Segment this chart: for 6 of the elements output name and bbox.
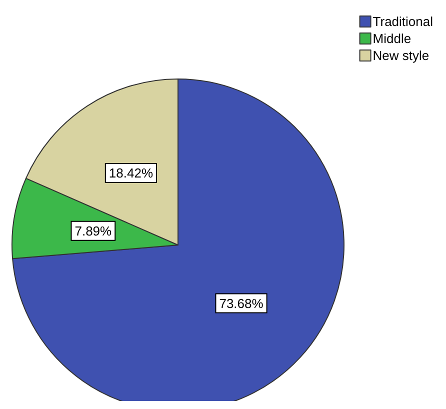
data-label: 7.89% [74,223,112,238]
legend-label: Middle [372,31,412,46]
legend-label: Traditional [372,14,434,29]
legend-label: New style [372,48,430,63]
data-label: 18.42% [108,166,154,181]
data-label: 73.68% [219,296,264,311]
